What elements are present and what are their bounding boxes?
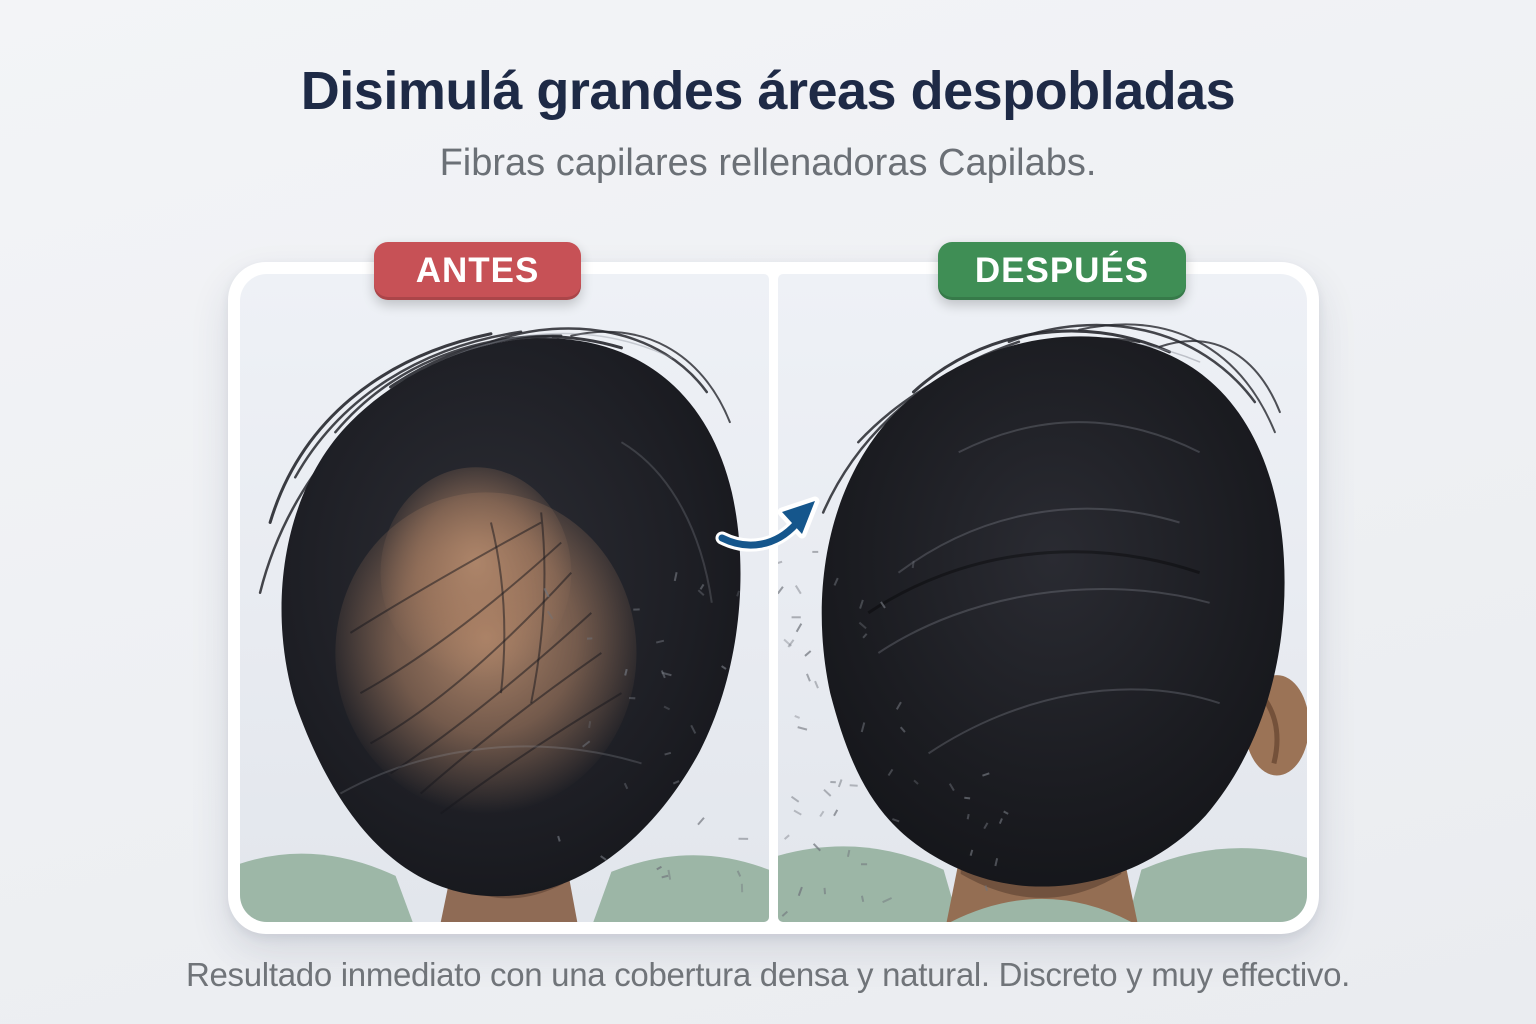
after-badge-label: DESPUÉS — [974, 251, 1150, 290]
before-fiber-specks — [543, 572, 749, 893]
result-caption: Resultado inmediato con una cobertura de… — [185, 956, 1351, 993]
panel-divider — [769, 274, 778, 922]
before-bald-patch — [335, 467, 637, 815]
before-photo-illustration — [240, 327, 769, 922]
before-hair-sheen — [339, 441, 713, 795]
curved-right-arrow-icon — [715, 496, 822, 558]
after-fiber-specks — [778, 550, 1009, 917]
after-neck — [946, 851, 1138, 922]
after-shirt-shoulders — [778, 846, 1307, 922]
page-title: Disimulá grandes áreas despobladas — [300, 61, 1236, 121]
before-after-card: ANTES DESPUÉS — [228, 242, 1319, 934]
after-hair-mass — [821, 336, 1285, 887]
before-badge-label: ANTES — [415, 251, 540, 290]
before-shirt-shoulders — [240, 853, 769, 922]
after-photo — [778, 274, 1307, 922]
before-photo — [240, 274, 769, 922]
before-badge: ANTES — [374, 242, 581, 300]
after-hair-shadow-sweep — [867, 550, 1201, 615]
after-hair-sheen — [877, 421, 1220, 755]
after-photo-illustration — [778, 323, 1307, 922]
after-badge: DESPUÉS — [938, 242, 1186, 300]
page-subtitle: Fibras capilares rellenadoras Capilabs. — [439, 142, 1097, 184]
